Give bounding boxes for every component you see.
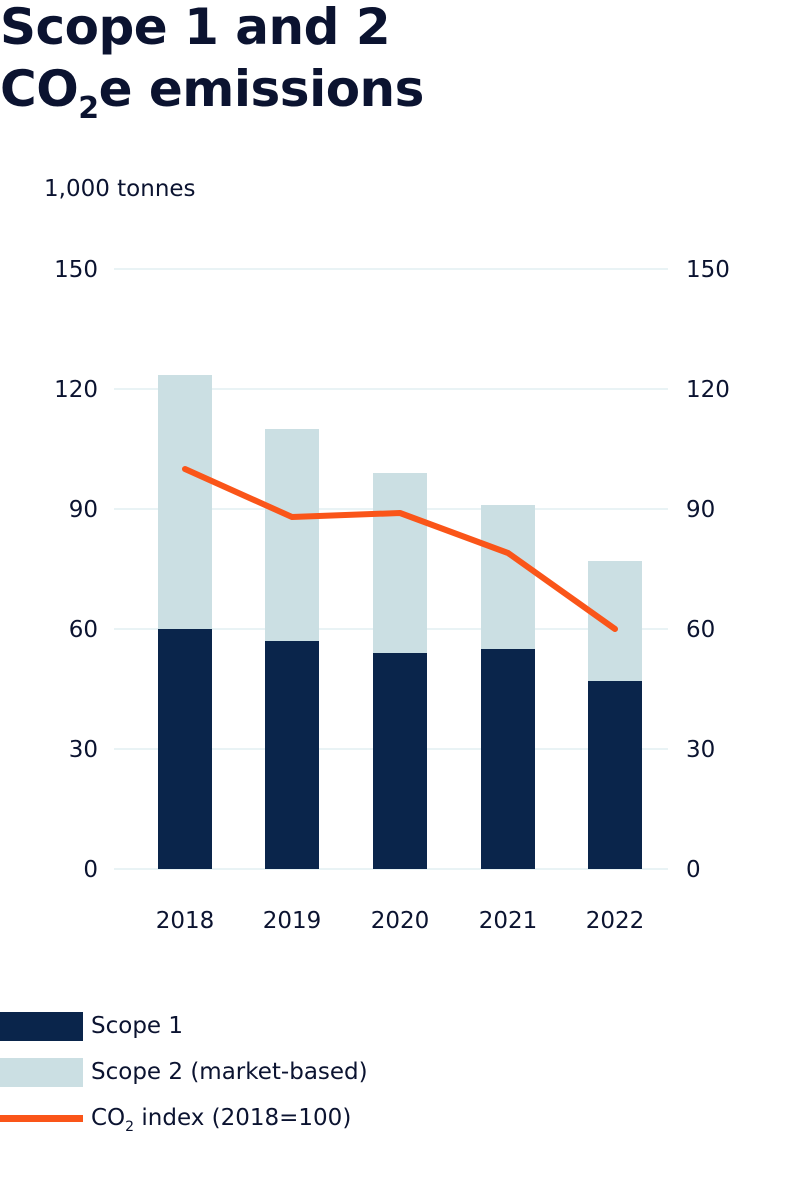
legend-swatch-scope2 — [0, 1057, 83, 1087]
bar-scope2 — [481, 505, 535, 649]
y-tick-label-left: 0 — [83, 857, 98, 883]
y-tick-label-left: 120 — [54, 377, 98, 403]
y-tick-label-left: 150 — [54, 257, 98, 283]
y-tick-label-right: 120 — [686, 377, 730, 403]
x-tick-label: 2018 — [156, 908, 215, 934]
x-tick-label: 2022 — [586, 908, 645, 934]
chart-title: Scope 1 and 2 CO2e emissions — [0, 0, 424, 126]
y-tick-label-right: 60 — [686, 617, 715, 643]
title-line-2: CO2e emissions — [0, 60, 424, 126]
legend: Scope 1 Scope 2 (market-based) CO2 index… — [0, 1003, 368, 1141]
y-tick-label-left: 60 — [69, 617, 98, 643]
legend-item-co2-index: CO2 index (2018=100) — [0, 1095, 368, 1141]
x-tick-label: 2020 — [371, 908, 430, 934]
bar-scope1 — [158, 629, 212, 869]
bar-scope2 — [265, 429, 319, 641]
bar-scope1 — [588, 681, 642, 869]
y-tick-label-left: 90 — [69, 497, 98, 523]
legend-label-scope1: Scope 1 — [91, 1013, 184, 1039]
legend-label-co2-index: CO2 index (2018=100) — [91, 1105, 352, 1135]
bar-scope1 — [265, 641, 319, 869]
legend-swatch-scope1 — [0, 1011, 83, 1041]
y-tick-label-right: 0 — [686, 857, 701, 883]
bar-scope2 — [158, 375, 212, 629]
y-tick-label-right: 30 — [686, 737, 715, 763]
legend-label-scope2: Scope 2 (market-based) — [91, 1059, 368, 1085]
title-line-1: Scope 1 and 2 — [0, 0, 391, 56]
x-tick-label: 2019 — [263, 908, 322, 934]
y-tick-label-left: 30 — [69, 737, 98, 763]
x-tick-label: 2021 — [479, 908, 538, 934]
bar-scope2 — [373, 473, 427, 653]
bar-scope1 — [481, 649, 535, 869]
bar-scope1 — [373, 653, 427, 869]
legend-item-scope1: Scope 1 — [0, 1003, 368, 1049]
legend-item-scope2: Scope 2 (market-based) — [0, 1049, 368, 1095]
y-axis-unit-label: 1,000 tonnes — [44, 176, 196, 202]
legend-swatch-co2-index — [0, 1114, 83, 1122]
y-tick-label-right: 150 — [686, 257, 730, 283]
bar-scope2 — [588, 561, 642, 681]
y-tick-label-right: 90 — [686, 497, 715, 523]
chart-plot: 0 0 30 30 60 60 90 90 120 120 150 150 2018 2019 2020 20… — [54, 257, 730, 934]
